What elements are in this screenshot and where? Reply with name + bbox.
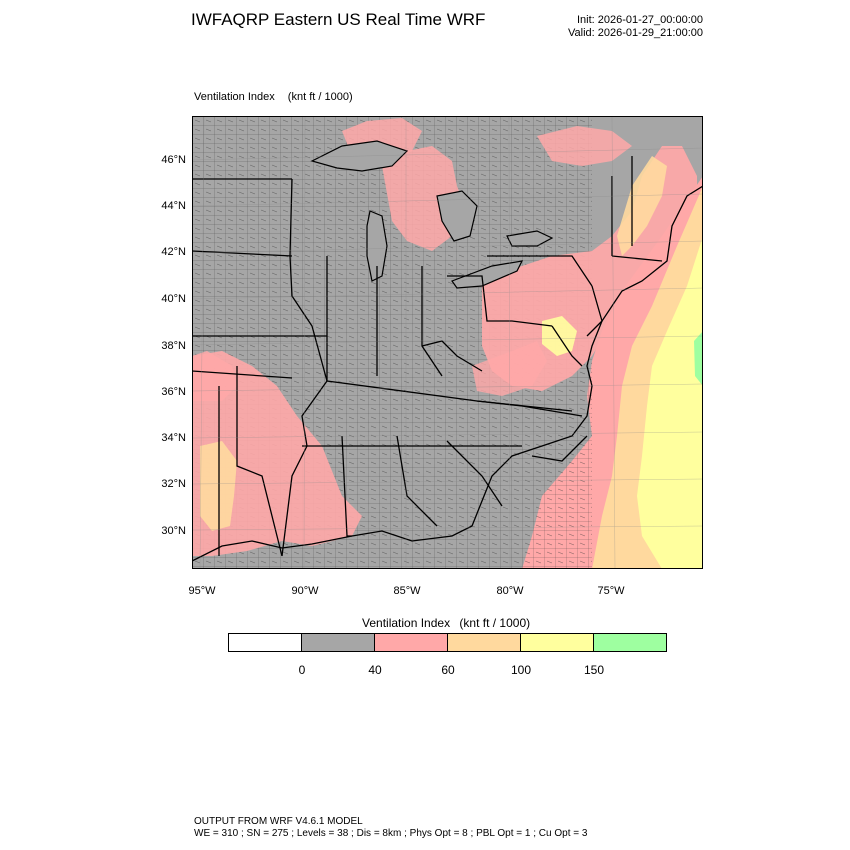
legend-swatch xyxy=(302,634,375,651)
state-borders xyxy=(192,156,663,557)
init-time: Init: 2026-01-27_00:00:00 xyxy=(577,14,703,26)
map-border xyxy=(192,116,703,569)
legend-tick: 40 xyxy=(368,663,382,677)
legend-field-name: Ventilation Index xyxy=(362,616,451,630)
legend-swatch xyxy=(521,634,594,651)
oklahoma-pink xyxy=(192,351,237,401)
footer-line-1: OUTPUT FROM WRF V4.6.1 MODEL xyxy=(194,816,363,827)
lon-label: 90°W xyxy=(291,585,319,597)
lat-label: 32°N xyxy=(161,478,186,490)
ocean-yellow-band xyxy=(637,236,703,569)
legend-swatch xyxy=(375,634,448,651)
legend-tick: 100 xyxy=(510,663,532,677)
map-title: IWFAQRP Eastern US Real Time WRF xyxy=(191,10,486,29)
northeast-orange xyxy=(617,156,667,256)
legend-swatch xyxy=(594,634,666,651)
ocean-green-patch xyxy=(694,331,703,386)
legend-title: Ventilation Index (knt ft / 1000) xyxy=(362,616,530,630)
lon-label: 80°W xyxy=(496,585,524,597)
map-panel xyxy=(192,116,703,569)
lon-label: 75°W xyxy=(597,585,625,597)
legend-tick: 60 xyxy=(441,663,455,677)
lat-label: 36°N xyxy=(161,386,186,398)
lat-label: 42°N xyxy=(161,246,186,258)
field-label: Ventilation Index (knt ft / 1000) xyxy=(194,91,353,103)
legend-swatch xyxy=(448,634,521,651)
legend-units: (knt ft / 1000) xyxy=(459,616,531,630)
lat-label: 46°N xyxy=(161,154,186,166)
legend-tick: 150 xyxy=(583,663,605,677)
lat-label: 30°N xyxy=(161,525,186,537)
legend-swatch xyxy=(229,634,302,651)
quebec-pink xyxy=(537,126,632,166)
model-footer: OUTPUT FROM WRF V4.6.1 MODEL WE = 310 ; … xyxy=(194,816,587,840)
lake-erie xyxy=(451,260,524,289)
valid-time: Valid: 2026-01-29_21:00:00 xyxy=(568,27,703,39)
init-valid-times: Init: 2026-01-27_00:00:00 Valid: 2026-01… xyxy=(568,14,703,40)
footer-line-2: WE = 310 ; SN = 275 ; Levels = 38 ; Dis … xyxy=(194,828,588,839)
lat-label: 34°N xyxy=(161,432,186,444)
lon-label: 85°W xyxy=(393,585,421,597)
coastlines xyxy=(192,185,703,562)
graticule xyxy=(192,116,703,569)
field-name: Ventilation Index xyxy=(194,91,275,103)
south-pink xyxy=(192,351,362,556)
lake-huron xyxy=(436,190,478,242)
field-units: (knt ft / 1000) xyxy=(287,91,353,103)
legend-colorbar xyxy=(228,633,667,652)
lat-label: 40°N xyxy=(161,293,186,305)
lat-label: 38°N xyxy=(161,340,186,352)
lake-ontario xyxy=(506,230,554,247)
ventilation-index-map xyxy=(192,116,703,569)
legend-tick: 0 xyxy=(298,663,306,677)
lat-label: 44°N xyxy=(161,200,186,212)
lon-label: 95°W xyxy=(188,585,216,597)
